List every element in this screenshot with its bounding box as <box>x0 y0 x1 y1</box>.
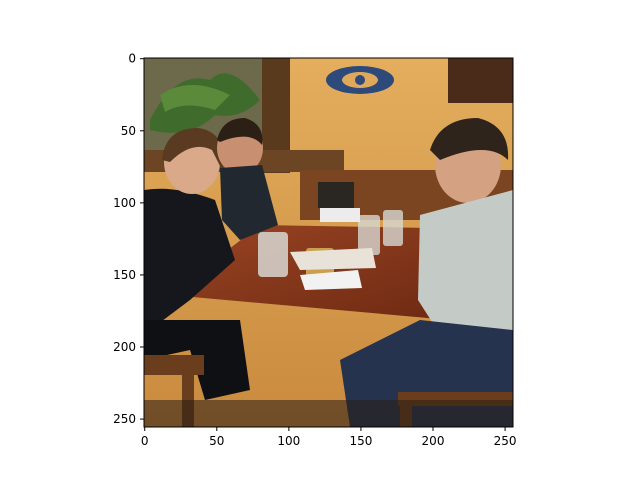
x-tick-label: 200 <box>422 434 445 448</box>
y-tick-label: 0 <box>128 52 136 66</box>
x-tick-label: 50 <box>209 434 224 448</box>
sun-emblem-icon <box>326 66 394 94</box>
x-axis: 0 50 100 150 200 250 <box>141 427 517 448</box>
x-tick-label: 250 <box>494 434 517 448</box>
x-tick-label: 150 <box>349 434 372 448</box>
axes-frame <box>143 57 514 428</box>
y-tick-label: 100 <box>113 196 136 210</box>
x-tick-label: 100 <box>277 434 300 448</box>
y-tick-label: 200 <box>113 340 136 354</box>
x-tick-label: 0 <box>141 434 149 448</box>
y-tick-label: 250 <box>113 412 136 426</box>
y-tick-label: 150 <box>113 268 136 282</box>
y-tick-label: 50 <box>121 124 136 138</box>
photo <box>144 58 513 427</box>
y-axis: 0 50 100 150 200 250 <box>113 52 144 426</box>
